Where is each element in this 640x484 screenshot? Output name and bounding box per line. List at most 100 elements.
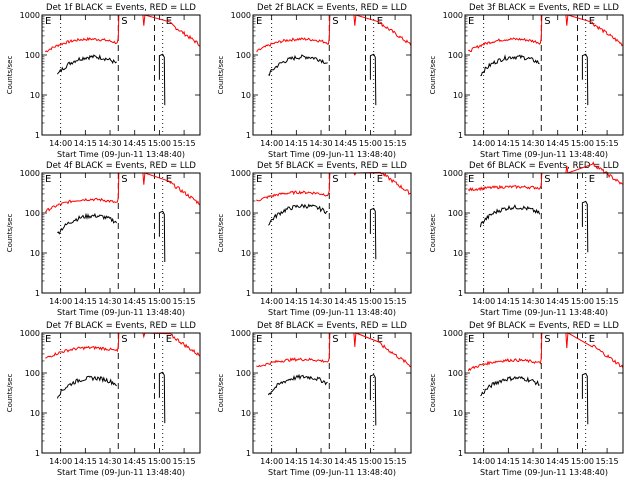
y-tick-label: 100 xyxy=(236,369,251,378)
events-series xyxy=(158,53,166,106)
y-tick-label: 1 xyxy=(35,449,40,458)
x-tick-label: 14:15 xyxy=(497,297,520,306)
y-tick-label: 100 xyxy=(448,51,463,60)
x-tick-label: 14:45 xyxy=(546,457,569,466)
panel-title: Det 2f BLACK = Events, RED = LLD xyxy=(257,3,407,13)
y-tick-label: 1000 xyxy=(231,169,251,178)
x-tick-label: 15:00 xyxy=(359,457,382,466)
events-series xyxy=(268,54,328,77)
marker-label: E xyxy=(256,174,262,185)
x-tick-label: 14:00 xyxy=(260,139,283,148)
x-tick-label: 15:00 xyxy=(571,139,594,148)
y-tick-label: 10 xyxy=(453,91,463,100)
x-axis-label: Start Time (09-Jun-11 13:48:40) xyxy=(268,468,396,477)
y-tick-label: 100 xyxy=(25,209,40,218)
marker-label: S xyxy=(332,16,338,27)
y-tick-label: 10 xyxy=(30,91,40,100)
y-tick-label: 1000 xyxy=(443,329,463,338)
marker-label: E xyxy=(166,174,172,185)
y-axis-label: Counts/sec xyxy=(217,374,225,413)
panel-title: Det 7f BLACK = Events, RED = LLD xyxy=(46,321,196,331)
y-tick-label: 1000 xyxy=(20,169,40,178)
marker-label: E xyxy=(45,16,51,27)
events-series xyxy=(57,212,118,235)
x-tick-label: 14:30 xyxy=(309,139,332,148)
plot-frame xyxy=(464,332,624,454)
y-tick-label: 1 xyxy=(35,289,40,298)
x-tick-label: 14:15 xyxy=(74,457,97,466)
marker-label: S xyxy=(121,174,127,185)
x-tick-label: 14:15 xyxy=(497,457,520,466)
y-tick-label: 10 xyxy=(241,91,251,100)
x-axis-label: Start Time (09-Jun-11 13:48:40) xyxy=(268,308,396,317)
x-axis-label: Start Time (09-Jun-11 13:48:40) xyxy=(57,150,185,159)
plot-frame xyxy=(464,14,624,136)
marker-label: E xyxy=(45,174,51,185)
lld-series xyxy=(353,14,412,46)
x-tick-label: 14:00 xyxy=(260,457,283,466)
x-axis-label: Start Time (09-Jun-11 13:48:40) xyxy=(480,150,608,159)
y-axis-label: Counts/sec xyxy=(6,374,14,413)
y-axis-label: Counts/sec xyxy=(429,214,437,253)
events-series xyxy=(581,372,589,425)
marker-label: E xyxy=(377,16,383,27)
x-tick-label: 14:00 xyxy=(472,297,495,306)
panel: Det 7f BLACK = Events, RED = LLD Counts/s… xyxy=(6,321,201,477)
marker-label: E xyxy=(377,174,383,185)
panel-title: Det 8f BLACK = Events, RED = LLD xyxy=(257,321,407,331)
events-series xyxy=(581,53,589,106)
events-series xyxy=(480,54,540,77)
x-tick-label: 14:45 xyxy=(123,297,146,306)
x-axis-label: Start Time (09-Jun-11 13:48:40) xyxy=(57,468,185,477)
x-tick-label: 14:30 xyxy=(309,457,332,466)
marker-label: S xyxy=(121,16,127,27)
y-tick-label: 10 xyxy=(30,249,40,258)
plot-frame xyxy=(41,332,201,454)
lld-series xyxy=(565,332,624,368)
events-series xyxy=(267,373,328,396)
plot-frame xyxy=(464,172,624,294)
panel-title: Det 5f BLACK = Events, RED = LLD xyxy=(257,161,407,171)
events-series xyxy=(369,53,377,106)
x-tick-label: 14:45 xyxy=(334,139,357,148)
x-tick-label: 14:30 xyxy=(521,297,544,306)
lld-series xyxy=(142,14,201,47)
marker-label: S xyxy=(544,334,550,345)
y-tick-label: 10 xyxy=(453,249,463,258)
x-tick-label: 14:30 xyxy=(521,139,544,148)
plot-frame xyxy=(252,172,412,294)
x-axis-label: Start Time (09-Jun-11 13:48:40) xyxy=(268,150,396,159)
y-tick-label: 1 xyxy=(246,449,251,458)
y-tick-label: 1 xyxy=(458,449,463,458)
x-tick-label: 14:45 xyxy=(123,139,146,148)
x-tick-label: 14:45 xyxy=(546,139,569,148)
x-tick-label: 14:30 xyxy=(98,297,121,306)
panel-title: Det 3f BLACK = Events, RED = LLD xyxy=(469,3,619,13)
x-tick-label: 15:00 xyxy=(571,457,594,466)
x-tick-label: 15:15 xyxy=(596,139,619,148)
panel-title: Det 4f BLACK = Events, RED = LLD xyxy=(46,161,196,171)
y-tick-label: 10 xyxy=(453,409,463,418)
lld-series xyxy=(256,14,331,52)
x-tick-label: 15:00 xyxy=(148,139,171,148)
events-series xyxy=(480,375,540,397)
x-tick-label: 15:00 xyxy=(359,139,382,148)
marker-label: E xyxy=(377,334,383,345)
y-axis-label: Counts/sec xyxy=(217,214,225,253)
marker-label: E xyxy=(468,16,474,27)
y-tick-label: 1000 xyxy=(443,11,463,20)
x-tick-label: 15:15 xyxy=(596,297,619,306)
y-tick-label: 1000 xyxy=(20,329,40,338)
lld-series xyxy=(353,171,412,196)
x-tick-label: 15:00 xyxy=(148,457,171,466)
x-tick-label: 15:15 xyxy=(384,297,407,306)
events-series xyxy=(56,54,117,75)
y-tick-label: 1000 xyxy=(443,169,463,178)
x-tick-label: 14:15 xyxy=(285,139,308,148)
lld-series xyxy=(353,332,411,368)
x-tick-label: 14:30 xyxy=(98,139,121,148)
y-tick-label: 1 xyxy=(35,131,40,140)
y-tick-label: 100 xyxy=(25,369,40,378)
